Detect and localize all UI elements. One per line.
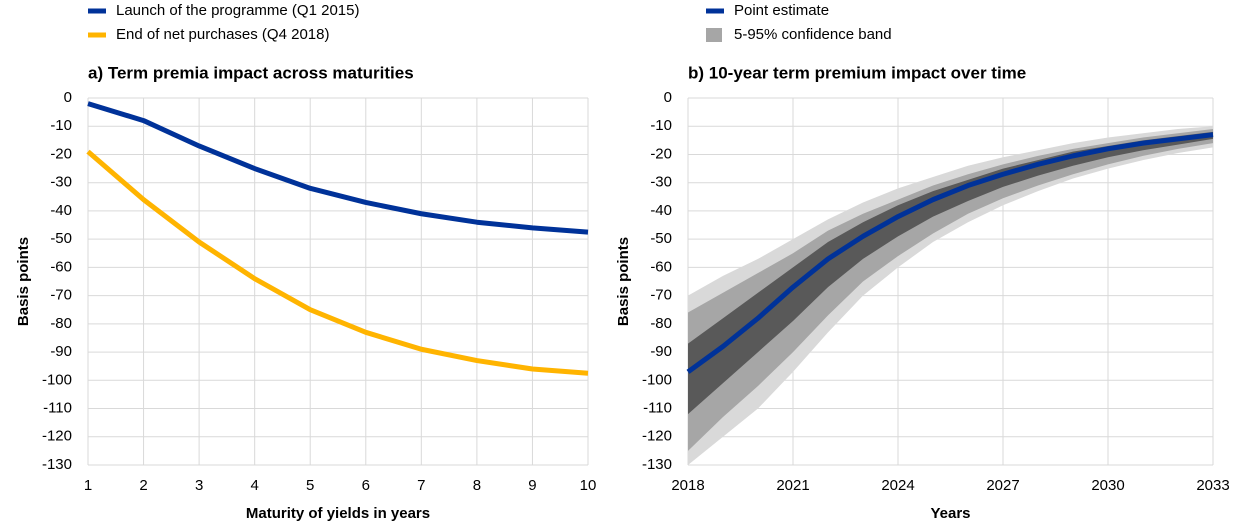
y-tick-label: -70 <box>50 287 72 304</box>
y-tick-label: -40 <box>650 202 672 219</box>
y-tick-label: -100 <box>642 371 672 388</box>
y-tick-label: -10 <box>650 117 672 134</box>
x-tick-label: 2018 <box>671 477 704 494</box>
legend-label: End of net purchases (Q4 2018) <box>116 26 329 43</box>
series-line <box>87 101 589 235</box>
x-tick-label: 9 <box>528 477 536 494</box>
y-tick-label: -20 <box>50 145 72 162</box>
x-tick-label: 10 <box>580 477 597 494</box>
legend-label: Point estimate <box>734 2 829 19</box>
y-tick-label: -90 <box>50 343 72 360</box>
x-tick-label: 2027 <box>986 477 1019 494</box>
y-tick-label: -100 <box>42 371 72 388</box>
y-tick-label: -50 <box>50 230 72 247</box>
y-tick-label: 0 <box>664 89 672 106</box>
y-tick-label: -20 <box>650 145 672 162</box>
chart-title: b) 10-year term premium impact over time <box>688 63 1026 82</box>
y-axis-label: Basis points <box>615 237 632 326</box>
x-axis-label: Maturity of yields in years <box>246 505 430 522</box>
legend-swatch <box>706 28 722 42</box>
legend-label: Launch of the programme (Q1 2015) <box>116 2 359 19</box>
x-tick-label: 2024 <box>881 477 914 494</box>
x-tick-label: 5 <box>306 477 314 494</box>
y-tick-label: -60 <box>50 258 72 275</box>
y-tick-label: -60 <box>650 258 672 275</box>
y-tick-label: -120 <box>642 428 672 445</box>
y-tick-label: -40 <box>50 202 72 219</box>
y-tick-label: -130 <box>642 456 672 473</box>
y-tick-label: -90 <box>650 343 672 360</box>
y-tick-label: -30 <box>650 174 672 191</box>
y-tick-label: 0 <box>64 89 72 106</box>
x-tick-label: 7 <box>417 477 425 494</box>
x-tick-label: 4 <box>250 477 258 494</box>
legend-label: 5-95% confidence band <box>734 26 892 43</box>
y-tick-label: -10 <box>50 117 72 134</box>
x-tick-label: 2021 <box>776 477 809 494</box>
y-tick-label: -110 <box>643 400 672 417</box>
y-axis-label: Basis points <box>15 237 32 326</box>
y-tick-label: -80 <box>50 315 72 332</box>
x-tick-label: 2033 <box>1196 477 1229 494</box>
x-tick-label: 2030 <box>1091 477 1124 494</box>
y-tick-label: -80 <box>650 315 672 332</box>
y-tick-label: -50 <box>650 230 672 247</box>
chart-title: a) Term premia impact across maturities <box>88 63 414 82</box>
y-tick-label: -30 <box>50 174 72 191</box>
x-tick-label: 6 <box>362 477 370 494</box>
series-line <box>86 149 589 376</box>
y-tick-label: -130 <box>42 456 72 473</box>
x-tick-label: 1 <box>84 477 92 494</box>
y-tick-label: -70 <box>650 287 672 304</box>
y-tick-label: -110 <box>43 400 72 417</box>
confidence-band <box>688 131 1213 415</box>
x-tick-label: 8 <box>473 477 481 494</box>
series-line <box>686 132 1214 374</box>
x-axis-label: Years <box>930 505 970 522</box>
x-tick-label: 2 <box>139 477 147 494</box>
x-tick-label: 3 <box>195 477 203 494</box>
y-tick-label: -120 <box>42 428 72 445</box>
